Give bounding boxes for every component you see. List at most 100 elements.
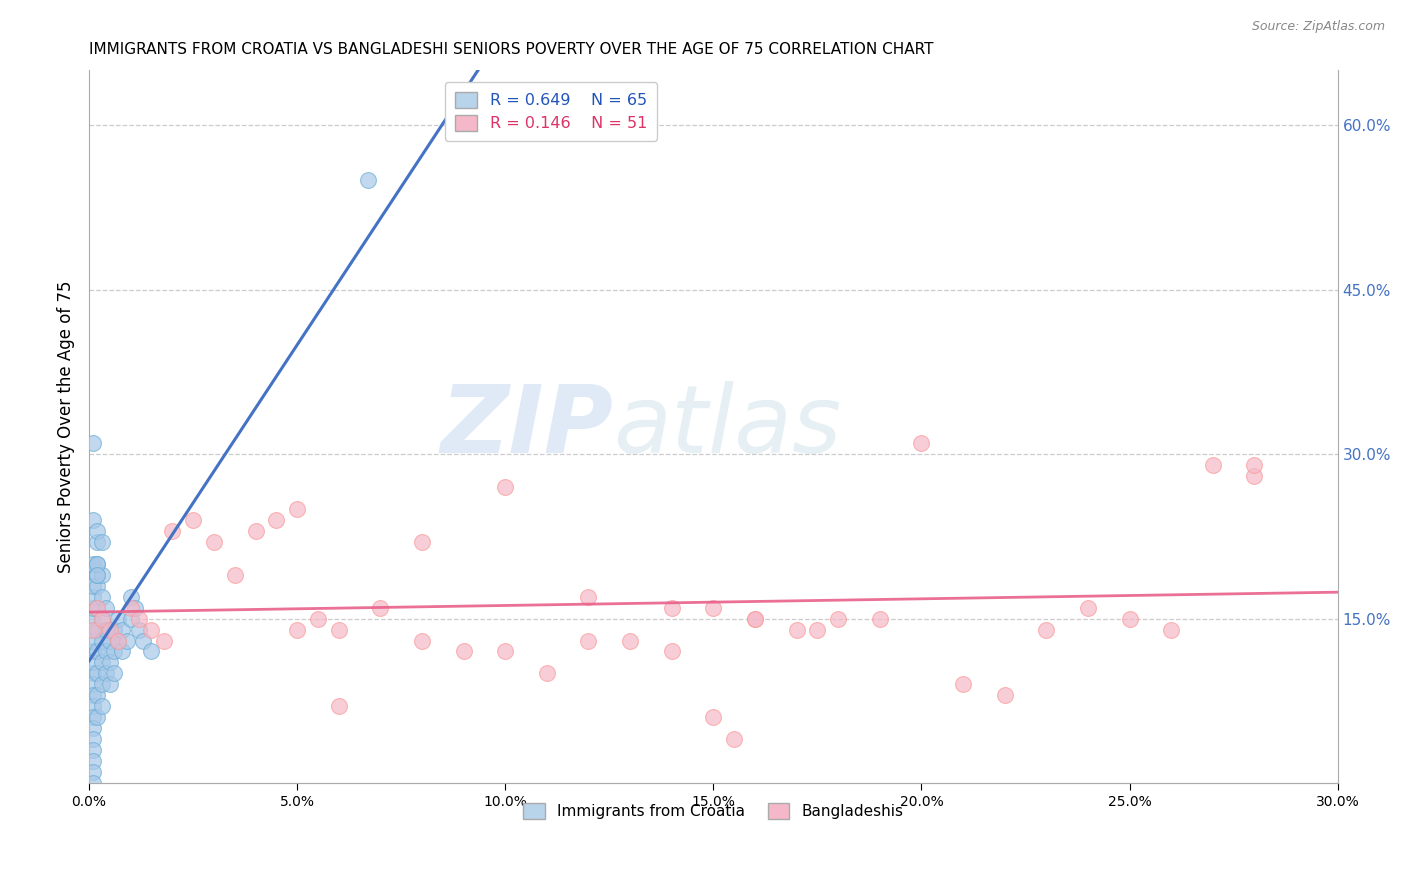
- Point: [702, 710, 724, 724]
- Point: [744, 611, 766, 625]
- Point: [328, 699, 350, 714]
- Point: [82, 710, 104, 724]
- Text: IMMIGRANTS FROM CROATIA VS BANGLADESHI SENIORS POVERTY OVER THE AGE OF 75 CORREL: IMMIGRANTS FROM CROATIA VS BANGLADESHI S…: [89, 42, 934, 57]
- Point: [82, 754, 104, 768]
- Point: [181, 513, 204, 527]
- Point: [90, 656, 112, 670]
- Point: [86, 689, 108, 703]
- Point: [94, 666, 117, 681]
- Point: [82, 689, 104, 703]
- Point: [1035, 623, 1057, 637]
- Point: [90, 590, 112, 604]
- Point: [578, 633, 600, 648]
- Point: [82, 721, 104, 735]
- Point: [910, 436, 932, 450]
- Point: [86, 666, 108, 681]
- Point: [266, 513, 288, 527]
- Point: [86, 557, 108, 571]
- Point: [224, 567, 246, 582]
- Point: [411, 534, 433, 549]
- Legend: Immigrants from Croatia, Bangladeshis: Immigrants from Croatia, Bangladeshis: [517, 797, 910, 825]
- Point: [619, 633, 641, 648]
- Point: [103, 623, 125, 637]
- Point: [107, 633, 129, 648]
- Point: [82, 557, 104, 571]
- Point: [132, 633, 155, 648]
- Point: [869, 611, 891, 625]
- Y-axis label: Seniors Poverty Over the Age of 75: Seniors Poverty Over the Age of 75: [58, 280, 75, 573]
- Point: [128, 623, 150, 637]
- Point: [82, 590, 104, 604]
- Point: [111, 623, 134, 637]
- Point: [1118, 611, 1140, 625]
- Text: Source: ZipAtlas.com: Source: ZipAtlas.com: [1251, 20, 1385, 33]
- Point: [536, 666, 558, 681]
- Point: [82, 656, 104, 670]
- Point: [82, 677, 104, 691]
- Point: [82, 776, 104, 790]
- Point: [827, 611, 849, 625]
- Point: [86, 579, 108, 593]
- Point: [1160, 623, 1182, 637]
- Point: [111, 644, 134, 658]
- Point: [82, 644, 104, 658]
- Point: [94, 644, 117, 658]
- Point: [86, 567, 108, 582]
- Point: [94, 600, 117, 615]
- Point: [82, 436, 104, 450]
- Point: [86, 567, 108, 582]
- Point: [98, 623, 121, 637]
- Point: [128, 611, 150, 625]
- Point: [90, 611, 112, 625]
- Point: [411, 633, 433, 648]
- Point: [86, 557, 108, 571]
- Point: [82, 743, 104, 757]
- Point: [82, 699, 104, 714]
- Point: [94, 623, 117, 637]
- Point: [103, 644, 125, 658]
- Point: [82, 623, 104, 637]
- Point: [578, 590, 600, 604]
- Point: [1243, 458, 1265, 472]
- Point: [1243, 469, 1265, 483]
- Point: [98, 656, 121, 670]
- Point: [103, 666, 125, 681]
- Point: [285, 502, 308, 516]
- Point: [661, 600, 683, 615]
- Point: [90, 534, 112, 549]
- Point: [328, 623, 350, 637]
- Point: [90, 699, 112, 714]
- Point: [661, 644, 683, 658]
- Point: [82, 633, 104, 648]
- Point: [86, 600, 108, 615]
- Point: [744, 611, 766, 625]
- Point: [86, 644, 108, 658]
- Point: [86, 600, 108, 615]
- Point: [370, 600, 392, 615]
- Point: [806, 623, 828, 637]
- Point: [90, 633, 112, 648]
- Point: [162, 524, 184, 538]
- Point: [82, 611, 104, 625]
- Point: [141, 623, 163, 637]
- Point: [124, 600, 146, 615]
- Point: [107, 633, 129, 648]
- Point: [98, 633, 121, 648]
- Point: [952, 677, 974, 691]
- Point: [120, 590, 142, 604]
- Point: [285, 623, 308, 637]
- Point: [82, 732, 104, 747]
- Point: [115, 633, 138, 648]
- Point: [82, 765, 104, 780]
- Point: [1202, 458, 1225, 472]
- Point: [82, 513, 104, 527]
- Point: [723, 732, 745, 747]
- Point: [82, 600, 104, 615]
- Point: [86, 534, 108, 549]
- Point: [153, 633, 176, 648]
- Point: [453, 644, 475, 658]
- Point: [82, 623, 104, 637]
- Text: atlas: atlas: [613, 381, 842, 472]
- Point: [86, 623, 108, 637]
- Point: [120, 600, 142, 615]
